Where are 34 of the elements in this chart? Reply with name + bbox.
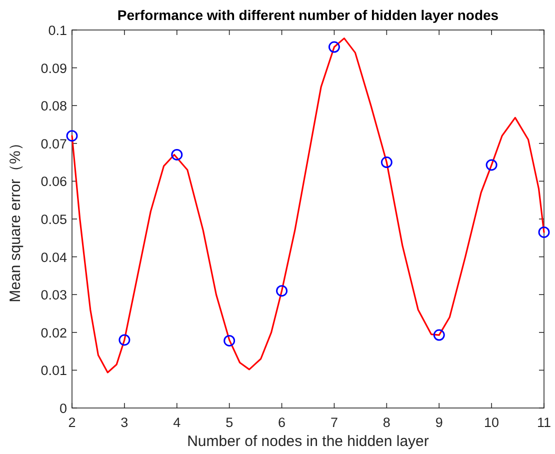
x-tick-label: 4 [173, 415, 182, 430]
point [380, 156, 392, 168]
point [118, 334, 130, 346]
y-axis-title: Mean square error（%） [7, 136, 24, 302]
y-tick-label: 0.05 [40, 212, 67, 227]
x-tick-label: 8 [382, 415, 390, 430]
point [328, 41, 340, 53]
y-tick-label: 0.06 [40, 174, 67, 190]
point [486, 159, 498, 171]
x-tick-label: 2 [68, 415, 76, 430]
y-tick-label: 0 [59, 401, 67, 416]
y-tick-label: 0.03 [40, 288, 67, 303]
x-tick-label: 5 [226, 415, 234, 430]
x-axis-title: Number of nodes in the hidden layer [187, 433, 429, 450]
y-tick-label: 0.08 [40, 98, 67, 114]
point [276, 285, 288, 297]
x-tick-label: 3 [120, 415, 128, 430]
x-tick-label: 10 [484, 415, 500, 430]
y-tick-label: 0.02 [40, 325, 67, 340]
x-tick-label: 7 [330, 415, 338, 430]
chart-title: Performance with different number of hidden layer nodes [117, 7, 499, 23]
point [224, 334, 236, 346]
x-tick-label: 9 [435, 415, 443, 430]
point [171, 148, 183, 160]
x-tick-label: 11 [536, 415, 552, 430]
y-tick-label: 0.07 [40, 136, 67, 152]
point [433, 329, 445, 341]
x-tick-label: 6 [278, 415, 286, 430]
y-tick-label: 0.01 [40, 363, 67, 378]
point [538, 226, 550, 238]
point [66, 130, 78, 142]
y-tick-label: 0.04 [40, 250, 68, 265]
y-tick-label: 0.1 [48, 23, 67, 38]
y-tick-label: 0.09 [40, 60, 67, 76]
